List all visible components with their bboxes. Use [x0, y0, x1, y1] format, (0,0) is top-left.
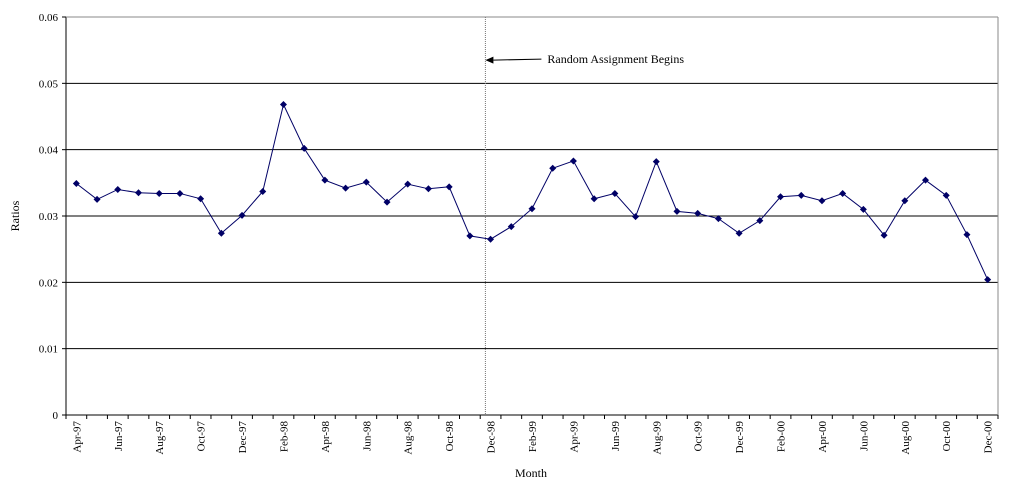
- y-tick-label: 0.01: [39, 344, 58, 356]
- data-point-diamond: [362, 178, 370, 186]
- data-point-diamond: [756, 217, 764, 225]
- data-point-diamond: [259, 187, 267, 195]
- data-point-diamond: [134, 189, 142, 197]
- x-axis-label: Month: [515, 466, 547, 480]
- x-tick-label: Oct-00: [941, 421, 953, 452]
- x-tick-label: Jun-00: [858, 421, 870, 451]
- data-point-diamond: [673, 207, 681, 215]
- data-point-diamond: [963, 231, 971, 239]
- y-tick-label: 0.02: [39, 277, 58, 289]
- y-axis-label: Ratios: [8, 200, 22, 231]
- x-tick-label: Dec-00: [983, 421, 995, 454]
- data-point-diamond: [942, 191, 950, 199]
- data-point-diamond: [72, 179, 80, 187]
- x-tick-label: Dec-98: [486, 421, 498, 454]
- data-point-diamond: [777, 193, 785, 201]
- data-point-diamond: [383, 198, 391, 206]
- y-axis-ticks: 0 0.01 0.02 0.03 0.04 0.05 0.06: [39, 12, 66, 422]
- data-point-diamond: [984, 276, 992, 284]
- y-tick-label: 0: [53, 410, 59, 422]
- data-point-diamond: [922, 176, 930, 184]
- y-tick-label: 0.06: [39, 12, 59, 24]
- x-tick-label: Feb-00: [776, 421, 788, 453]
- data-point-diamond: [611, 189, 619, 197]
- x-tick-label: Aug-00: [900, 421, 912, 455]
- y-tick-label: 0.05: [39, 78, 59, 90]
- data-point-diamond: [797, 191, 805, 199]
- data-point-diamond: [217, 229, 225, 237]
- data-point-diamond: [507, 223, 515, 231]
- data-point-diamond: [238, 211, 246, 219]
- data-point-diamond: [404, 180, 412, 188]
- x-tick-label: Aug-99: [651, 421, 663, 455]
- arrow-icon: [493, 58, 542, 61]
- data-point-diamond: [714, 215, 722, 223]
- data-point-diamond: [197, 195, 205, 203]
- data-point-diamond: [445, 183, 453, 191]
- arrowhead-icon: [485, 56, 494, 64]
- x-tick-label: Dec-97: [237, 421, 249, 454]
- y-tick-label: 0.04: [39, 145, 59, 157]
- data-point-diamond: [487, 235, 495, 243]
- series-line: [76, 103, 989, 280]
- x-tick-label: Feb-99: [527, 421, 539, 453]
- data-point-diamond: [300, 144, 308, 152]
- x-tick-label: Jun-99: [610, 421, 622, 451]
- data-point-diamond: [839, 189, 847, 197]
- x-tick-label: Apr-97: [71, 421, 83, 453]
- data-point-diamond: [176, 189, 184, 197]
- x-tick-label: Feb-98: [278, 421, 290, 453]
- data-point-diamond: [632, 213, 640, 221]
- data-point-diamond: [652, 158, 660, 166]
- data-point-diamond: [590, 195, 598, 203]
- data-point-diamond: [321, 176, 329, 184]
- data-series-ratios: [72, 101, 992, 284]
- data-point-diamond: [694, 209, 702, 217]
- data-point-diamond: [880, 231, 888, 239]
- annotation-label: Random Assignment Begins: [547, 52, 684, 66]
- data-point-diamond: [549, 164, 557, 172]
- data-point-diamond: [528, 205, 536, 213]
- y-tick-label: 0.03: [39, 211, 59, 223]
- x-tick-label: Apr-98: [320, 421, 332, 453]
- data-point-diamond: [155, 189, 163, 197]
- data-point-diamond: [466, 232, 474, 240]
- gridlines: [66, 16, 998, 350]
- data-point-diamond: [901, 197, 909, 205]
- x-tick-label: Dec-99: [734, 421, 746, 454]
- x-axis-ticks: Apr-97 Jun-97 Aug-97 Oct-97 Dec-97 Feb-98 Apr-…: [65, 415, 999, 455]
- x-tick-label: Jun-97: [113, 421, 125, 451]
- data-point-diamond: [114, 185, 122, 193]
- data-point-diamond: [859, 205, 867, 213]
- x-tick-label: Apr-00: [817, 421, 829, 453]
- data-point-diamond: [818, 197, 826, 205]
- x-tick-label: Aug-97: [154, 421, 166, 455]
- annotation-random-assignment: Random Assignment Begins: [484, 17, 684, 415]
- data-point-diamond: [279, 101, 287, 109]
- x-tick-label: Aug-98: [403, 421, 415, 455]
- x-tick-label: Oct-98: [444, 421, 456, 452]
- data-point-diamond: [569, 157, 577, 165]
- x-tick-label: Oct-99: [693, 421, 705, 452]
- data-point-diamond: [424, 185, 432, 193]
- x-tick-label: Apr-99: [568, 421, 580, 453]
- data-point-diamond: [735, 229, 743, 237]
- x-tick-label: Jun-98: [361, 421, 373, 451]
- data-point-diamond: [342, 184, 350, 192]
- data-point-diamond: [93, 195, 101, 203]
- x-tick-label: Oct-97: [196, 421, 208, 452]
